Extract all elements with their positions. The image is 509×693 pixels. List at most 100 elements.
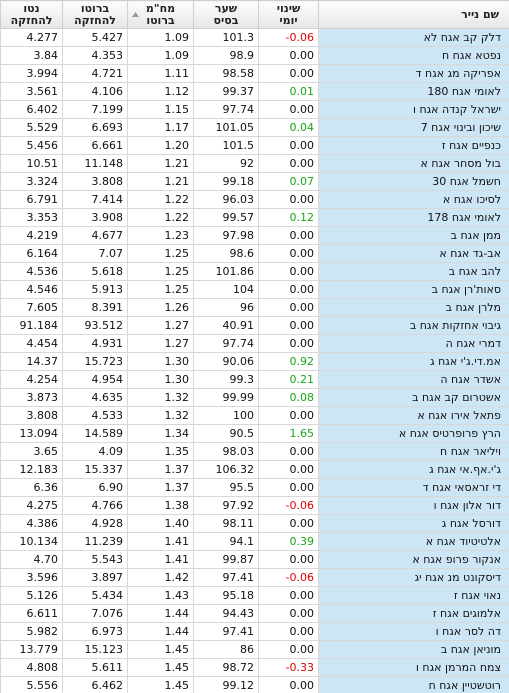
cell: 3.84 [0, 46, 63, 65]
cell: 8.391 [62, 298, 128, 317]
table-row[interactable]: חשמל אגח 30 0.07 99.18 1.21 3.808 3.324 [0, 172, 509, 191]
table-row[interactable]: נאוי אגח ז 0.00 95.18 1.43 5.434 5.126 [0, 586, 509, 605]
cell: 7.414 [62, 190, 128, 209]
cell: 1.11 [127, 64, 194, 83]
security-name: סאות'רן אגח ב [318, 280, 509, 299]
table-row[interactable]: אפריקה מג אגח ד 0.00 98.58 1.11 4.721 3.994 [0, 64, 509, 83]
table-row[interactable]: הרץ פרופרטיס אגח א 1.65 90.5 1.34 14.589 13.0… [0, 424, 509, 443]
cell: -0.06 [258, 496, 319, 515]
table-row[interactable]: צמח המרמן אגח ו -0.33 98.72 1.45 5.611 4.808 [0, 658, 509, 677]
table-row[interactable]: דורסל אגח ג 0.00 98.11 1.40 4.928 4.386 [0, 514, 509, 533]
table-row[interactable]: די זראסאי אגח ד 0.00 95.5 1.37 6.90 6.36 [0, 478, 509, 497]
cell: 1.09 [127, 46, 194, 65]
column-header[interactable]: ברוטו להחזקה [62, 0, 128, 29]
cell: 0.00 [258, 244, 319, 263]
table-row[interactable]: אשטרום קב אגח ב 0.08 99.99 1.32 4.635 3.873 [0, 388, 509, 407]
table-row[interactable]: שיכון ובינוי אגח 7 0.04 101.05 1.17 6.693 5.5… [0, 118, 509, 137]
table-row[interactable]: דור אלון אגח ו -0.06 97.92 1.38 4.766 4.275 [0, 496, 509, 515]
table-row[interactable]: ג'י.אף.אי אגח ג 0.00 106.32 1.37 15.337 12.18… [0, 460, 509, 479]
table-row[interactable]: אלמוגים אגח ז 0.00 94.43 1.44 7.076 6.611 [0, 604, 509, 623]
cell: 4.546 [0, 280, 63, 299]
table-row[interactable]: סאות'רן אגח ב 0.00 104 1.25 5.913 4.546 [0, 280, 509, 299]
security-name: לסיכו אגח א [318, 190, 509, 209]
cell: 0.08 [258, 388, 319, 407]
cell: 0.00 [258, 586, 319, 605]
cell: 40.91 [193, 316, 259, 335]
table-row[interactable]: כנפיים אגח ז 0.00 101.5 1.20 6.661 5.456 [0, 136, 509, 155]
cell: 6.402 [0, 100, 63, 119]
cell: 6.164 [0, 244, 63, 263]
table-row[interactable]: נפטא אגח ח 0.00 98.9 1.09 4.353 3.84 [0, 46, 509, 65]
sort-arrow [132, 12, 139, 17]
table-row[interactable]: ישראל קנדה אגח ו 0.00 97.74 1.15 7.199 6.402 [0, 100, 509, 119]
cell: 1.23 [127, 226, 194, 245]
cell: 101.3 [193, 28, 259, 47]
table-row[interactable]: אב-גד אגח א 0.00 98.6 1.25 7.07 6.164 [0, 244, 509, 263]
security-name: שיכון ובינוי אגח 7 [318, 118, 509, 137]
cell: 7.199 [62, 100, 128, 119]
cell: 1.30 [127, 352, 194, 371]
cell: 99.18 [193, 172, 259, 191]
table-row[interactable]: דלק קב אגח לא -0.06 101.3 1.09 5.427 4.277 [0, 28, 509, 47]
cell: 4.536 [0, 262, 63, 281]
table-row[interactable]: לאומי אגח 180 0.01 99.37 1.12 4.106 3.561 [0, 82, 509, 101]
cell: 0.00 [258, 316, 319, 335]
table-row[interactable]: ויליאר אגח ח 0.00 98.03 1.35 4.09 3.65 [0, 442, 509, 461]
security-name: צמח המרמן אגח ו [318, 658, 509, 677]
table-row[interactable]: בול מסחר אגח א 0.00 92 1.21 11.148 10.51 [0, 154, 509, 173]
cell: 0.92 [258, 352, 319, 371]
table-row[interactable]: גיבוי אחזקות אגח ב 0.00 40.91 1.27 93.512 91.… [0, 316, 509, 335]
cell: 99.37 [193, 82, 259, 101]
cell: 0.00 [258, 514, 319, 533]
security-name: אשדר אגח ה [318, 370, 509, 389]
cell: 4.09 [62, 442, 128, 461]
header-text: שער [214, 1, 238, 15]
cell: 0.00 [258, 406, 319, 425]
cell: 0.00 [258, 154, 319, 173]
cell: 5.427 [62, 28, 128, 47]
cell: 1.15 [127, 100, 194, 119]
header-text: שם נייר [461, 7, 499, 21]
table-row[interactable]: רוטשטיין אגח ח 0.00 99.12 1.45 6.462 5.556 [0, 676, 509, 693]
table-row[interactable]: לסיכו אגח א 0.00 96.03 1.22 7.414 6.791 [0, 190, 509, 209]
table-row[interactable]: דה לסר אגח ו 0.00 97.41 1.44 6.973 5.982 [0, 622, 509, 641]
cell: 15.337 [62, 460, 128, 479]
cell: 98.9 [193, 46, 259, 65]
table-row[interactable]: אנקור פרופ אגח א 0.00 99.87 1.41 5.543 4.70 [0, 550, 509, 569]
column-header[interactable]: מח"מ ברוטו [127, 0, 194, 29]
cell: 1.25 [127, 262, 194, 281]
cell: 1.44 [127, 604, 194, 623]
cell: 99.99 [193, 388, 259, 407]
table-row[interactable]: מוניאן אגח ב 0.00 86 1.45 15.123 13.779 [0, 640, 509, 659]
table-row[interactable]: ממן אגח ב 0.00 97.98 1.23 4.677 4.219 [0, 226, 509, 245]
header-text: בסיס [213, 13, 239, 27]
header-text: שינוי [276, 1, 301, 15]
cell: 4.219 [0, 226, 63, 245]
cell: 1.21 [127, 154, 194, 173]
table-row[interactable]: פתאל אירו אגח א 0.00 100 1.32 4.533 3.808 [0, 406, 509, 425]
table-row[interactable]: מלרן אגח ב 0.00 96 1.26 8.391 7.605 [0, 298, 509, 317]
cell: 96.03 [193, 190, 259, 209]
column-header[interactable]: שער בסיס [193, 0, 259, 29]
table-row[interactable]: דיסקונט מנ אגח יג -0.06 97.41 1.42 3.897 3.59… [0, 568, 509, 587]
cell: 1.45 [127, 676, 194, 693]
column-header[interactable]: שם נייר [318, 0, 509, 29]
security-name: אפריקה מג אגח ד [318, 64, 509, 83]
security-name: לאומי אגח 180 [318, 82, 509, 101]
table-row[interactable]: דמרי אגח ה 0.00 97.74 1.27 4.931 4.454 [0, 334, 509, 353]
column-header[interactable]: נטו להחזקה [0, 0, 63, 29]
cell: 4.533 [62, 406, 128, 425]
table-row[interactable]: אמ.די.ג'י אגח ג 0.92 90.06 1.30 15.723 14.37 [0, 352, 509, 371]
cell: 15.123 [62, 640, 128, 659]
header-text: להחזקה [74, 13, 116, 27]
table-row[interactable]: להב אגח ב 0.00 101.86 1.25 5.618 4.536 [0, 262, 509, 281]
column-header[interactable]: שינוי יומי [258, 0, 319, 29]
table-row[interactable]: לאומי אגח 178 0.12 99.57 1.22 3.908 3.353 [0, 208, 509, 227]
cell: 1.35 [127, 442, 194, 461]
cell: 6.462 [62, 676, 128, 693]
cell: 4.766 [62, 496, 128, 515]
table-row[interactable]: אלטיטיוד אגח א 0.39 94.1 1.41 11.239 10.134 [0, 532, 509, 551]
cell: 98.72 [193, 658, 259, 677]
table-row[interactable]: אשדר אגח ה 0.21 99.3 1.30 4.954 4.254 [0, 370, 509, 389]
